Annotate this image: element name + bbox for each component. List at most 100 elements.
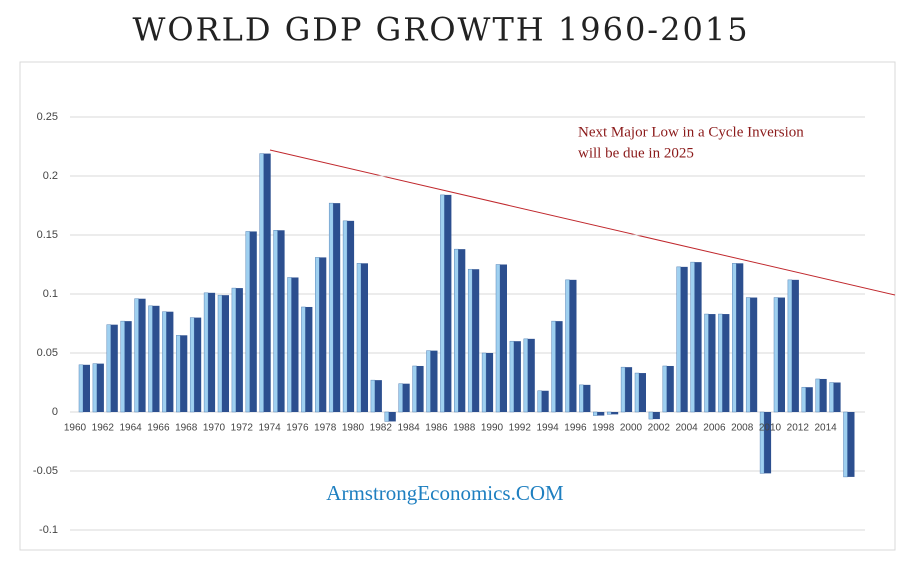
x-tick-label: 1970	[203, 423, 226, 434]
bar	[152, 305, 160, 412]
bar-side	[231, 287, 237, 413]
x-tick-label: 1964	[119, 423, 142, 434]
bar-side	[356, 263, 362, 413]
bar	[319, 257, 327, 412]
bar	[458, 249, 466, 412]
x-tick-label: 1960	[64, 423, 87, 434]
bar	[166, 311, 174, 412]
bar-side	[398, 383, 403, 413]
bar-side	[176, 335, 181, 413]
bars	[70, 116, 865, 531]
bar-side	[801, 386, 807, 413]
bar-side	[745, 297, 751, 413]
bar-side	[593, 411, 598, 416]
bar-side	[676, 266, 681, 413]
x-tick-label: 2004	[675, 423, 698, 434]
bar	[611, 412, 619, 415]
bar	[819, 378, 827, 412]
bar	[416, 365, 424, 412]
x-tick-label: 2014	[814, 423, 837, 434]
bar	[708, 314, 716, 412]
bar	[597, 412, 605, 416]
bar-side	[787, 279, 793, 413]
y-tick-label: 0.2	[43, 170, 58, 182]
y-tick-label: 0.25	[37, 111, 58, 123]
bar-side	[454, 248, 459, 413]
bar	[430, 350, 438, 412]
y-tick-label: -0.05	[33, 465, 58, 477]
trend-line	[269, 149, 896, 296]
bar-side	[523, 338, 529, 413]
y-tick-label: 0.05	[37, 347, 58, 359]
bar	[277, 230, 285, 412]
bar	[513, 341, 521, 412]
bar	[83, 364, 90, 412]
x-tick-label: 2006	[703, 423, 726, 434]
bar	[778, 297, 785, 412]
bar	[235, 288, 243, 412]
bar-side	[648, 411, 654, 420]
bar-side	[509, 340, 515, 413]
bar	[291, 277, 299, 412]
x-tick-label: 2008	[731, 423, 754, 434]
x-tick-label: 1968	[175, 423, 198, 434]
bar	[750, 297, 758, 412]
bar-side	[829, 382, 834, 413]
bar	[791, 279, 799, 412]
plot-frame	[19, 61, 896, 551]
bar	[305, 306, 313, 412]
x-tick-label: 1984	[397, 423, 420, 434]
bar	[444, 194, 452, 412]
bar	[180, 335, 188, 412]
watermark: ArmstrongEconomics.COM	[326, 481, 564, 505]
bar	[249, 231, 257, 412]
bar-side	[134, 298, 139, 413]
bar	[722, 314, 730, 412]
bar	[110, 324, 118, 412]
bar	[555, 321, 563, 412]
bar	[388, 412, 396, 422]
bar	[347, 220, 355, 412]
bar-side	[162, 311, 167, 413]
bar-side	[620, 366, 626, 413]
bar	[694, 262, 702, 412]
x-tick-label: 1988	[453, 423, 476, 434]
bar	[666, 365, 674, 412]
bar-side	[634, 372, 640, 413]
bar	[736, 263, 744, 412]
annotation: Next Major Low in a Cycle Inversion	[578, 124, 804, 140]
bar	[652, 412, 660, 420]
bar	[96, 363, 104, 412]
bar	[625, 367, 633, 412]
bar-side	[773, 297, 779, 413]
x-tick-label: 1982	[370, 423, 393, 434]
bar	[208, 292, 216, 412]
bar	[639, 373, 646, 412]
bar	[500, 264, 507, 412]
bar-side	[440, 194, 445, 413]
bar	[486, 353, 494, 412]
bar	[569, 279, 577, 412]
bar	[138, 298, 146, 412]
x-tick-label: 2002	[648, 423, 671, 434]
bar-side	[467, 268, 473, 413]
y-tick-label: 0.15	[37, 229, 58, 241]
bar	[124, 321, 132, 412]
x-tick-label: 1998	[592, 423, 615, 434]
bar-side	[273, 230, 278, 413]
x-tick-label: 1992	[509, 423, 532, 434]
bar	[764, 412, 772, 474]
annotation: will be due in 2025	[578, 145, 694, 161]
bar-side	[370, 379, 376, 413]
bar-side	[606, 411, 612, 415]
bar-side	[315, 257, 320, 413]
bar	[263, 153, 271, 412]
bar	[194, 317, 202, 412]
bar	[374, 380, 382, 412]
bar-side	[245, 231, 251, 413]
x-tick-label: 1966	[147, 423, 170, 434]
x-tick-label: 1990	[481, 423, 504, 434]
x-tick-label: 1976	[286, 423, 309, 434]
x-tick-label: 1962	[92, 423, 115, 434]
bar	[833, 382, 841, 412]
